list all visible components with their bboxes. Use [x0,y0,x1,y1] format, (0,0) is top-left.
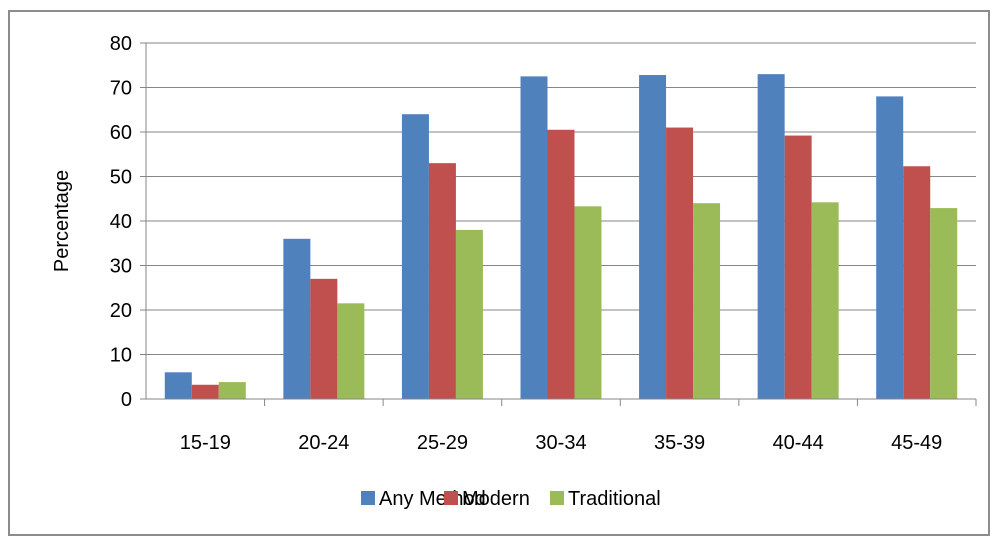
legend-label: Any Method [379,488,486,510]
y-tick-label: 30 [110,256,132,278]
x-tick-labels: 15-19 20-24 25-29 30-34 35-39 40-44 45-49 [180,432,943,454]
y-tick-labels: 0 10 20 30 40 50 60 70 80 [110,33,132,411]
bar-modern [784,135,812,399]
y-axis-label: Percentage [51,170,73,272]
bar-any-method [283,238,311,399]
y-tick-label: 70 [110,78,132,100]
y-tick-label: 0 [121,389,132,411]
bar-modern [428,163,456,399]
bar-any-method [401,114,429,399]
x-tick-label: 45-49 [891,432,942,454]
y-tick-label: 20 [110,300,132,322]
x-tick-label: 15-19 [180,432,231,454]
bar-traditional [930,208,958,399]
bar-traditional [574,206,602,399]
axes [140,42,977,406]
bar-any-method [876,96,904,400]
bar-modern [903,166,931,399]
bar-any-method [639,75,667,399]
y-tick-label: 40 [110,211,132,233]
x-tick-label: 30-34 [535,432,586,454]
bar-modern [547,129,575,399]
bar-any-method [164,372,192,399]
bar-any-method [757,74,785,400]
y-tick-label: 10 [110,345,132,367]
bar-modern [310,278,338,399]
x-tick-label: 35-39 [654,432,705,454]
bar-modern [666,127,694,400]
y-tick-label: 80 [110,33,132,55]
legend-label: Traditional [568,488,661,510]
legend-swatch [361,491,375,505]
bar-traditional [811,202,839,399]
bar-modern [191,384,219,399]
y-tick-label: 60 [110,122,132,144]
x-tick-label: 25-29 [417,432,468,454]
legend-label: Modern [462,488,530,510]
legend-swatch [444,491,458,505]
bar-traditional [693,203,721,399]
bar-any-method [520,76,548,399]
x-tick-label: 40-44 [773,432,824,454]
bars [164,74,958,400]
x-tick-label: 20-24 [298,432,349,454]
bar-traditional [455,229,483,399]
bar-traditional [337,303,365,399]
y-tick-label: 50 [110,167,132,189]
bar-traditional [218,382,246,399]
legend-swatch [550,491,564,505]
